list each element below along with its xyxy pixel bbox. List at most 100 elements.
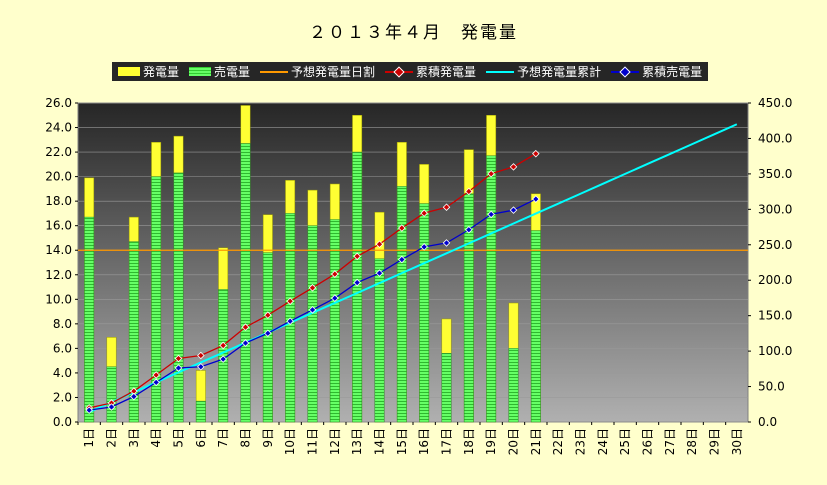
marker-cumulative-sold [130, 392, 138, 401]
y-right-tick-label: 450.0 [758, 96, 792, 110]
legend-line-cumulative-sold [611, 65, 640, 78]
legend-item-generation: 発電量 [118, 63, 179, 80]
bar-sold [84, 216, 95, 423]
bar-sold [508, 348, 519, 423]
marker-cumulative-generation [197, 351, 205, 360]
plot-area [77, 102, 749, 423]
legend-label-cumulative-generation: 累積発電量 [416, 65, 477, 79]
y-right-tick-label: 150.0 [758, 309, 792, 323]
x-tick-label: 7日 [216, 428, 230, 448]
legend-item-cumulative-generation: 累積発電量 [385, 63, 476, 80]
legend-item-cumulative-forecast: 予想発電量累計 [486, 63, 601, 80]
y-left-tick-label: 14.0 [45, 243, 72, 257]
bar-sold [307, 225, 318, 423]
bar-sold [419, 203, 430, 423]
chart-title: ２０１３年４月 発電量 [309, 23, 518, 43]
marker-cumulative-sold [219, 355, 227, 363]
bar-sold [151, 176, 162, 423]
y-left-tick-label: 18.0 [45, 194, 72, 208]
x-tick-label: 25日 [618, 428, 632, 455]
legend: 発電量 売電量 予想発電量日割 累積発電量 予想発電量累計 累積売電量 [112, 62, 709, 81]
marker-cumulative-generation [487, 169, 495, 178]
marker-cumulative-generation [219, 341, 227, 350]
x-tick-label: 28日 [685, 428, 699, 455]
y-right-tick-label: 50.0 [758, 380, 785, 394]
marker-cumulative-sold [264, 329, 272, 338]
marker-cumulative-generation [174, 354, 183, 363]
x-tick-label: 6日 [194, 428, 208, 448]
y-left-tick-label: 12.0 [45, 268, 72, 282]
x-tick-label: 14日 [373, 428, 387, 455]
y-right-tick-label: 250.0 [758, 238, 792, 252]
marker-cumulative-sold [197, 363, 205, 371]
marker-cumulative-sold [375, 269, 384, 277]
legend-label-cumulative-forecast: 予想発電量累計 [517, 65, 602, 79]
marker-cumulative-sold [152, 378, 160, 387]
y-left-tick-label: 22.0 [45, 145, 72, 159]
x-tick-label: 5日 [172, 428, 186, 448]
x-tick-label: 20日 [507, 428, 521, 455]
marker-cumulative-generation [442, 203, 451, 211]
line-cumulative-forecast [88, 123, 738, 413]
x-tick-label: 1日 [82, 428, 96, 448]
x-tick-label: 16日 [417, 428, 431, 455]
marker-cumulative-sold [442, 239, 451, 247]
y-right-tick-label: 300.0 [758, 202, 792, 216]
x-tick-label: 12日 [328, 428, 342, 455]
marker-cumulative-sold [532, 195, 540, 203]
marker-cumulative-sold [331, 294, 339, 302]
legend-swatch-generation [118, 67, 140, 76]
marker-cumulative-sold [420, 243, 428, 251]
bar-sold [173, 172, 184, 423]
x-tick-label: 29日 [708, 428, 722, 455]
marker-cumulative-generation [331, 270, 339, 278]
x-tick-label: 11日 [306, 428, 320, 455]
marker-cumulative-sold [107, 403, 116, 411]
y-left-tick-label: 2.0 [53, 390, 72, 404]
x-tick-label: 8日 [239, 428, 253, 448]
x-tick-label: 19日 [484, 428, 498, 455]
bar-sold [441, 353, 452, 423]
marker-cumulative-generation [353, 252, 361, 261]
marker-cumulative-generation [308, 284, 317, 292]
marker-cumulative-generation [286, 297, 294, 305]
x-tick-label: 27日 [663, 428, 677, 455]
legend-label-sold: 売電量 [214, 65, 251, 79]
marker-cumulative-generation [509, 163, 518, 171]
bar-sold [262, 252, 273, 423]
x-tick-label: 15日 [395, 428, 409, 455]
y-right-tick-label: 350.0 [758, 167, 792, 181]
marker-cumulative-sold [509, 206, 518, 214]
bar-sold [530, 230, 541, 423]
legend-label-cumulative-sold: 累積売電量 [642, 65, 703, 79]
x-tick-label: 3日 [127, 428, 141, 448]
y-left-tick-label: 4.0 [53, 366, 72, 380]
marker-cumulative-generation [264, 311, 272, 319]
bar-sold [106, 366, 117, 423]
marker-cumulative-generation [420, 209, 428, 217]
marker-cumulative-sold [487, 210, 495, 219]
x-tick-label: 21日 [529, 428, 543, 455]
y-left-tick-label: 26.0 [45, 96, 72, 110]
y-left-tick-label: 16.0 [45, 219, 72, 233]
legend-label-daily-forecast: 予想発電量日割 [291, 65, 376, 79]
x-tick-label: 18日 [462, 428, 476, 455]
x-tick-label: 23日 [574, 428, 588, 455]
legend-item-cumulative-sold: 累積売電量 [611, 63, 702, 80]
lines [78, 123, 748, 414]
y-left-tick-label: 8.0 [53, 317, 72, 331]
axes: 0.0 2.0 4.0 6.0 8.0 10.0 12.0 14.0 16.0 18.0 20.0 2… [45, 96, 792, 455]
y-right-tick-label: 400.0 [758, 131, 792, 145]
x-tick-label: 10日 [283, 428, 297, 455]
x-tick-label: 24日 [596, 428, 610, 455]
bar-sold [374, 258, 385, 423]
x-tick-label: 9日 [261, 428, 275, 448]
y-right-tick-label: 200.0 [758, 273, 792, 287]
bar-sold [486, 155, 497, 423]
legend-line-cumulative-forecast [486, 67, 515, 77]
bar-sold [195, 400, 206, 423]
marker-cumulative-sold [308, 306, 317, 314]
marker-cumulative-sold [241, 339, 250, 347]
marker-cumulative-sold [286, 317, 294, 325]
legend-line-cumulative-generation [385, 65, 414, 78]
